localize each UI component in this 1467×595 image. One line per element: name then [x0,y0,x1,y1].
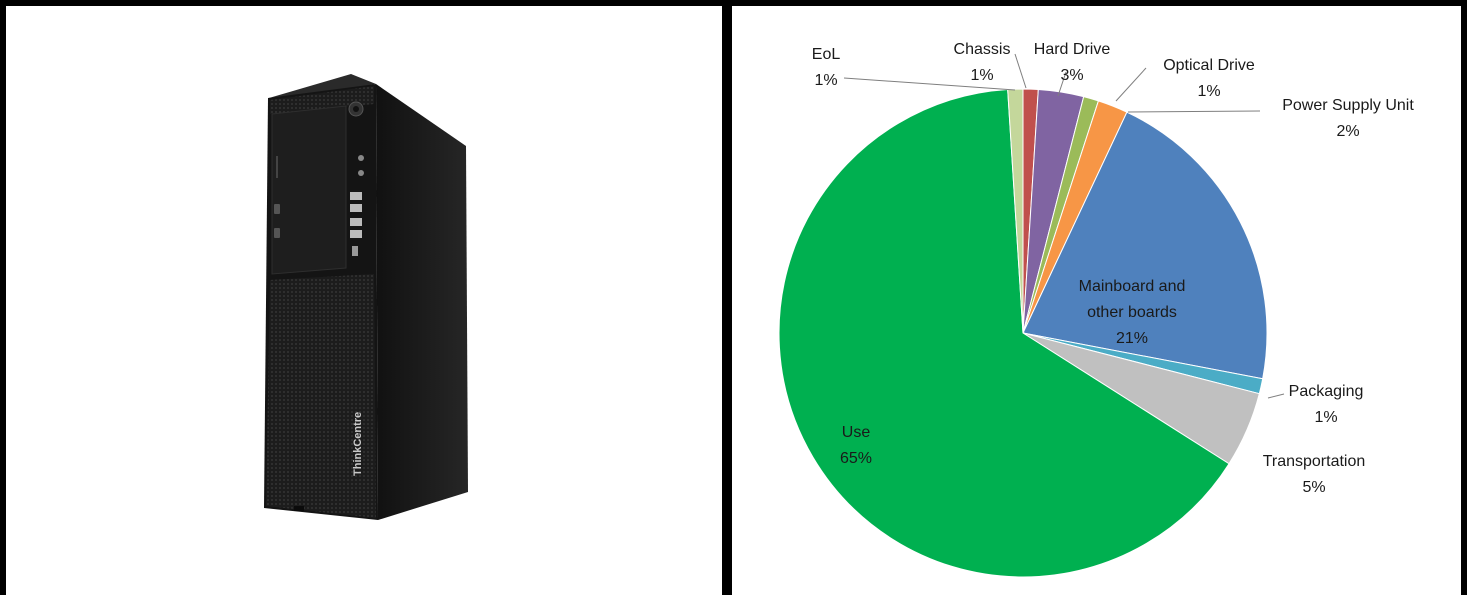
brand-text: ThinkCentre [352,412,364,476]
pie-chart-panel: Chassis 1% Hard Drive 3% Optical Drive 1% Powe… [732,6,1461,595]
leader-line-power-supply-unit [1127,110,1261,113]
leader-line-packaging [1267,393,1285,399]
slice-label-power-supply-unit: Power Supply Unit 2% [1282,97,1414,140]
front-button [274,204,280,214]
slice-label-mainboard-and-other-boards: Mainboard and other boards 21% [1079,278,1186,347]
slice-label-packaging: Packaging 1% [1289,383,1364,426]
pie-slices [778,88,1268,578]
pie-slice-use [778,88,1230,578]
usb-port-icon-4 [350,230,362,238]
foot [294,506,304,511]
slice-label-hard-drive: Hard Drive 3% [1034,41,1111,84]
tower-side-panel [376,84,468,520]
usb-port-icon [350,192,362,200]
slice-label-use: Use 65% [840,424,872,467]
leader-line-optical-drive [1115,67,1147,102]
leader-lines [843,53,1285,399]
audio-jack-icon-2 [358,170,364,176]
pie-chart: Chassis 1% Hard Drive 3% Optical Drive 1% Powe… [778,41,1415,578]
front-button-2 [274,228,280,238]
slice-labels: Chassis 1% Hard Drive 3% Optical Drive 1% Powe… [812,41,1415,496]
leader-line-chassis [1014,53,1027,89]
leader-line-hard-drive [1057,71,1067,97]
card-slot [276,156,278,178]
leader-line-eol [843,77,1016,91]
front-vent-top [270,86,374,114]
slice-label-eol: EoL 1% [812,46,841,89]
front-vent-bottom [266,274,376,518]
slice-label-chassis: Chassis 1% [954,41,1011,84]
usb-port-icon-3 [350,218,362,226]
drive-bay [271,105,347,275]
slice-label-transportation: Transportation 5% [1263,453,1366,496]
audio-jack-icon [358,155,364,161]
usb-port-icon-2 [350,204,362,212]
usb-c-port-icon [352,246,358,256]
desktop-tower-illustration: ThinkCentre [264,74,468,520]
pie-slice-mainboard-and-other-boards [1022,111,1268,380]
slice-label-optical-drive: Optical Drive 1% [1163,57,1255,100]
product-photo-panel: ThinkCentre [6,6,722,595]
power-button-center [353,106,359,112]
